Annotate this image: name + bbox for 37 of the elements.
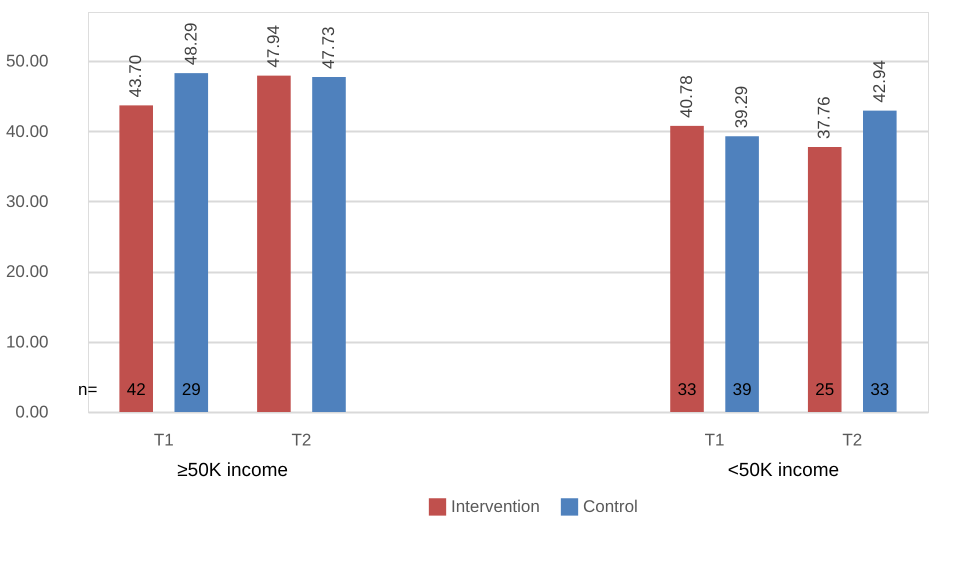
bar (257, 76, 291, 412)
bar (174, 73, 208, 412)
bar (863, 110, 897, 412)
data-label: 39.29 (732, 86, 752, 128)
bar (312, 77, 346, 412)
bar (670, 126, 704, 412)
annotation: 33 (678, 380, 696, 399)
bar (119, 105, 153, 412)
legend-label: Intervention (451, 496, 540, 516)
annotation: 29 (182, 380, 201, 399)
x-tick-label: T1 (154, 430, 174, 450)
data-label: 37.76 (814, 96, 834, 140)
data-label: 43.70 (126, 54, 146, 98)
x-tick-label: T1 (704, 430, 724, 450)
annotation: 39 (732, 380, 752, 399)
y-tick-label: 10.00 (6, 332, 48, 352)
legend-label: Control (583, 496, 638, 516)
x-tick-label: T2 (842, 430, 862, 450)
data-label: 42.94 (870, 60, 889, 103)
y-tick-label: 20.00 (6, 262, 48, 282)
y-tick-label: 0.00 (15, 402, 48, 422)
data-label: 47.94 (264, 25, 283, 68)
annotation: 33 (870, 380, 890, 399)
annotation: 42 (126, 380, 146, 399)
text: ≥50K income (177, 460, 288, 481)
y-tick-label: 40.00 (6, 122, 48, 141)
x-tick-label: T2 (292, 430, 312, 450)
text: <50K income (728, 460, 840, 481)
data-label: 40.78 (677, 75, 696, 118)
annotation: n= (78, 380, 98, 399)
annotation: 25 (815, 380, 834, 399)
data-label: 48.29 (181, 22, 200, 66)
y-tick-label: 30.00 (6, 192, 48, 211)
data-label: 47.73 (318, 26, 338, 70)
bar (725, 136, 759, 412)
y-tick-label: 50.00 (6, 52, 48, 71)
bar (808, 147, 842, 412)
